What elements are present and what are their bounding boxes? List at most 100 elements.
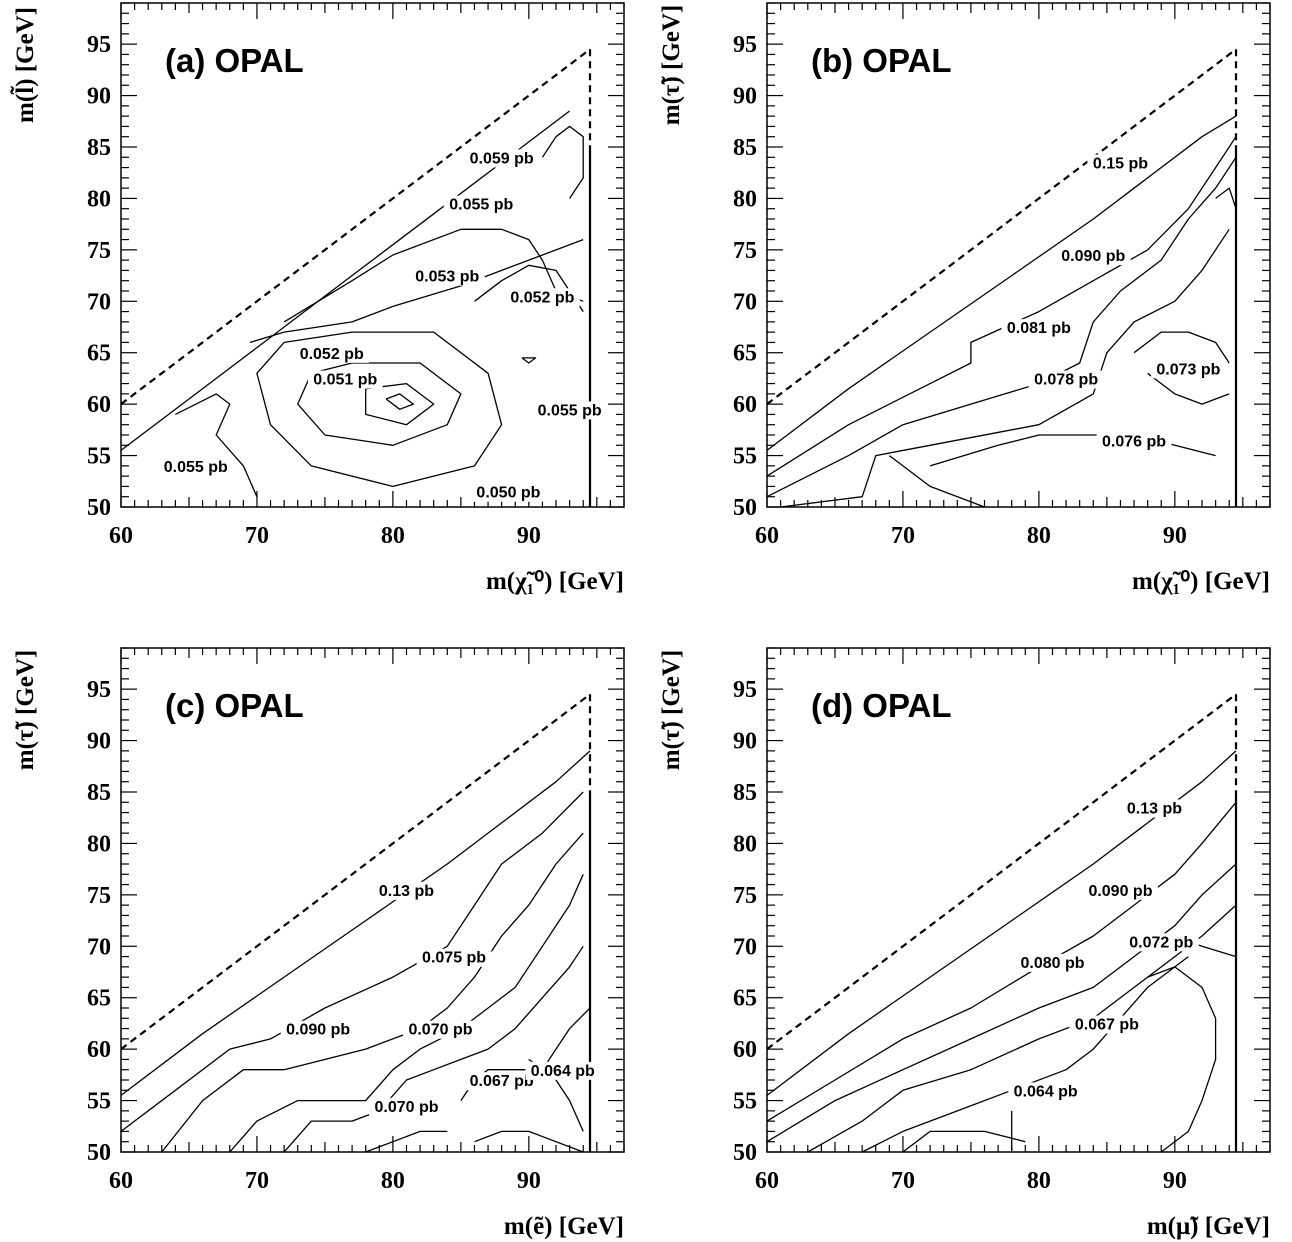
y-tick-label: 60 [87, 392, 111, 418]
y-tick-label: 55 [87, 1089, 111, 1115]
contour-line [1147, 966, 1217, 1153]
y-tick-label: 75 [733, 883, 757, 909]
contour-line [766, 750, 1237, 1096]
y-tick-label: 60 [733, 392, 757, 418]
contour-line [1147, 372, 1230, 405]
y-tick-label: 60 [87, 1037, 111, 1063]
y-tick-label: 60 [733, 1037, 757, 1063]
x-tick-label: 70 [245, 1168, 269, 1194]
contour-label: 0.076 pb [1102, 433, 1166, 450]
contour-label: 0.090 pb [286, 1022, 350, 1039]
y-tick-label: 70 [87, 289, 111, 315]
contour-label-bg [1121, 799, 1188, 818]
panel-title: (b) OPAL [811, 42, 952, 79]
kinematic-limit-line [766, 48, 1237, 406]
contour-line [1215, 187, 1237, 209]
contour-label-bg [294, 344, 370, 363]
contour-line [861, 956, 1189, 1153]
x-tick-label: 60 [755, 523, 779, 549]
contour-label: 0.15 pb [1093, 156, 1148, 173]
y-tick-label: 75 [733, 238, 757, 264]
plot-frame [766, 647, 1271, 1153]
contour-label: 0.13 pb [379, 883, 434, 900]
y-tick-label: 90 [733, 84, 757, 110]
contour-label: 0.059 pb [470, 150, 534, 167]
x-tick-label: 70 [891, 1168, 915, 1194]
contour-label: 0.064 pb [1014, 1083, 1078, 1100]
y-tick-label: 65 [87, 986, 111, 1012]
x-tick-label: 70 [891, 523, 915, 549]
contour-line [929, 434, 1216, 467]
contour-line [175, 393, 258, 497]
contour-line [161, 832, 584, 1153]
contour-label-bg [1083, 881, 1158, 900]
panel-b: 60 70 80 90 50 55 60 65 70 75 80 85 90 95 m(χ̃₁⁰) [GeV… [658, 2, 1271, 595]
contour-label-bg [307, 370, 383, 389]
contour-label-bg [525, 1061, 601, 1080]
contour-label: 0.067 pb [1075, 1017, 1139, 1034]
y-tick-label: 50 [87, 495, 111, 521]
y-tick-label: 90 [87, 729, 111, 755]
contour-line [780, 228, 1230, 508]
y-tick-label: 50 [733, 495, 757, 521]
contour-label-bg [409, 267, 485, 286]
x-axis-label: m(χ̃₁⁰) [GeV] [486, 568, 624, 595]
contour-line [297, 362, 462, 446]
contour-label-bg [1008, 1082, 1084, 1101]
x-axis-label: m(χ̃₁⁰) [GeV] [1132, 568, 1270, 595]
contour-label: 0.080 pb [1020, 955, 1084, 972]
panel-title: (c) OPAL [165, 687, 304, 724]
y-tick-label: 75 [87, 883, 111, 909]
contour-label: 0.070 pb [408, 1022, 472, 1039]
plot-frame [766, 2, 1271, 508]
kinematic-limit-line [766, 693, 1237, 1051]
y-tick-label: 75 [87, 238, 111, 264]
contour-label: 0.070 pb [374, 1099, 438, 1116]
y-tick-label: 85 [733, 135, 757, 161]
y-tick-label: 95 [87, 677, 111, 703]
x-tick-label: 80 [381, 523, 405, 549]
y-tick-label: 95 [733, 677, 757, 703]
contour-label-bg [158, 458, 234, 476]
panel-d: 60 70 80 90 50 55 60 65 70 75 80 85 90 95 m(μ̃) [GeV] m… [658, 647, 1271, 1240]
x-tick-label: 90 [517, 523, 541, 549]
y-tick-label: 90 [87, 84, 111, 110]
y-axis-label: m(τ̃) [GeV] [658, 650, 685, 771]
contour-line [766, 115, 1237, 451]
x-tick-label: 80 [1027, 523, 1051, 549]
contour-label: 0.090 pb [1061, 248, 1125, 265]
contour-label-bg [505, 288, 580, 307]
x-tick-label: 60 [109, 523, 133, 549]
contour-label-bg [1069, 1015, 1145, 1034]
contour-label-bg [1055, 247, 1131, 266]
contour-line [249, 238, 584, 344]
y-tick-label: 70 [733, 934, 757, 960]
contour-label: 0.055 pb [164, 459, 228, 476]
panel-title: (a) OPAL [165, 42, 304, 79]
y-tick-label: 95 [87, 32, 111, 58]
y-tick-label: 80 [733, 186, 757, 212]
kinematic-limit-line [120, 48, 591, 406]
x-tick-label: 90 [1163, 523, 1187, 549]
contour-label-bg [369, 1097, 444, 1116]
y-tick-label: 65 [733, 341, 757, 367]
contour-label-bg [532, 401, 608, 420]
contour-label: 0.051 pb [313, 372, 377, 389]
contour-line [902, 1130, 1026, 1153]
contour-label: 0.053 pb [415, 269, 479, 286]
y-tick-label: 85 [87, 135, 111, 161]
contour-label: 0.055 pb [538, 402, 602, 419]
contour-line [120, 750, 591, 1096]
y-tick-label: 50 [87, 1140, 111, 1166]
y-tick-label: 95 [733, 32, 757, 58]
contour-label-bg [1001, 319, 1077, 338]
y-tick-label: 55 [733, 444, 757, 470]
contour-line [365, 1130, 448, 1153]
y-tick-label: 80 [87, 186, 111, 212]
y-tick-label: 65 [733, 986, 757, 1012]
y-tick-label: 55 [87, 444, 111, 470]
contour-label-bg [373, 881, 440, 900]
contour-label: 0.081 pb [1007, 320, 1071, 337]
contour-line [1133, 331, 1230, 364]
